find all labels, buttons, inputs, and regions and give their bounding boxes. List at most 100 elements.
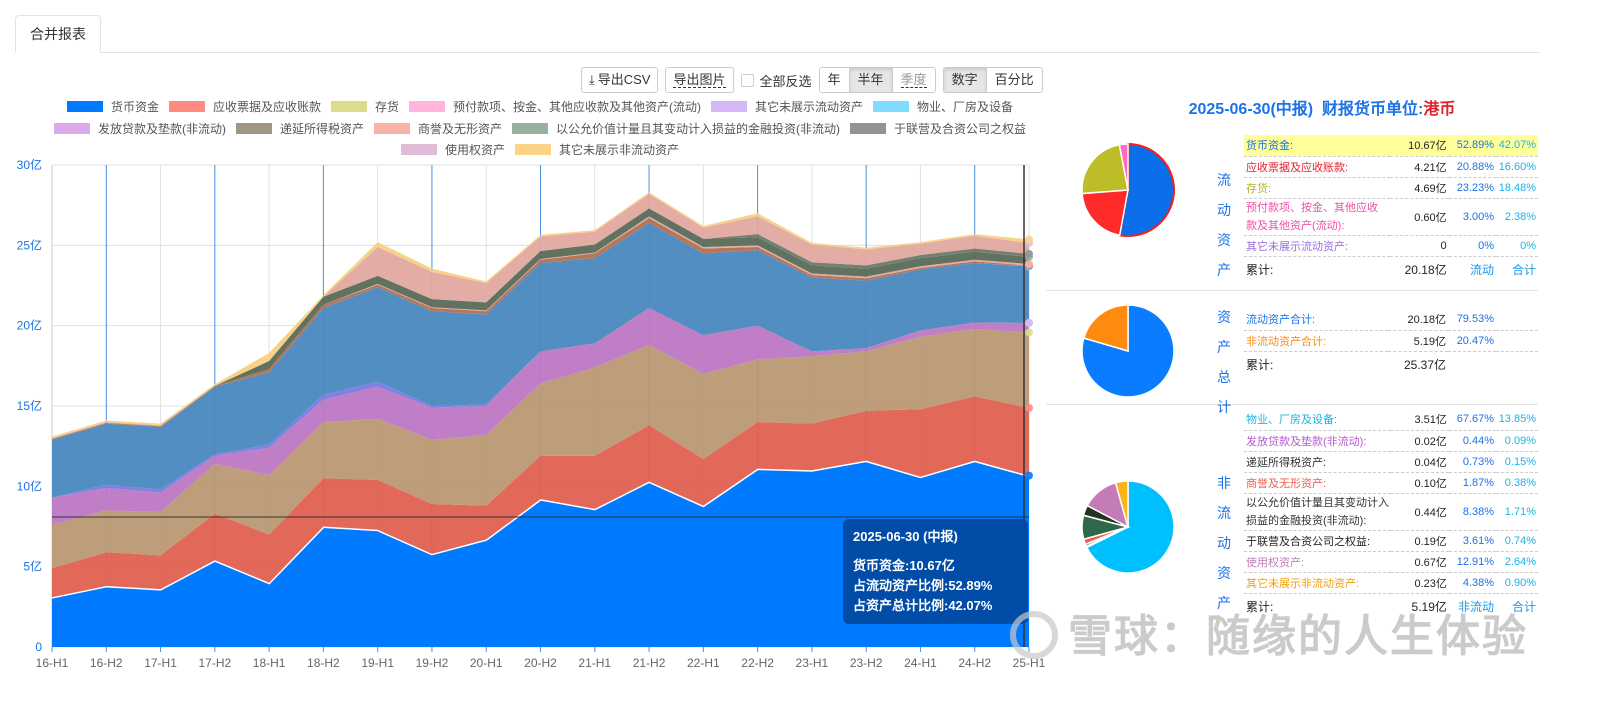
- export-csv-button[interactable]: ⤓ 导出CSV: [581, 67, 659, 93]
- panel-title-date: 2025-06-30(中报): [1188, 101, 1314, 118]
- total-link-category: [1448, 351, 1496, 377]
- row-name: 使用权资产:: [1244, 551, 1392, 573]
- tab-bar: 合并报表: [15, 15, 1539, 53]
- total-link-sum[interactable]: 合计: [1511, 262, 1536, 277]
- row-name: 存货:: [1244, 177, 1390, 199]
- mode-percent-button[interactable]: 百分比: [985, 68, 1042, 92]
- area-series-5: [52, 222, 1029, 498]
- table-row[interactable]: 发放贷款及垫款(非流动): 0.02亿 0.44% 0.09%: [1244, 430, 1538, 452]
- table-row[interactable]: 商誉及无形资产: 0.10亿 1.87% 0.38%: [1244, 472, 1538, 494]
- period-year-button[interactable]: 年: [819, 68, 849, 92]
- table-row[interactable]: 应收票据及应收账款: 4.21亿 20.88% 16.60%: [1244, 156, 1538, 178]
- row-pct-category: 0.73%: [1448, 451, 1497, 473]
- total-link-category[interactable]: 流动: [1470, 262, 1495, 277]
- table-row[interactable]: 于联营及合资公司之权益: 0.19亿 3.61% 0.74%: [1244, 530, 1538, 552]
- pie-slice: [1118, 142, 1175, 237]
- row-value: 10.67亿: [1389, 135, 1449, 157]
- noncurrent-assets-vertical-label: 非流动资产: [1214, 473, 1234, 613]
- legend-item[interactable]: 其它未展示流动资产: [711, 97, 863, 119]
- row-pct-category: 12.91%: [1448, 551, 1497, 573]
- x-tick-label: 16-H2: [90, 656, 123, 670]
- x-tick-label: 21-H1: [578, 656, 611, 670]
- row-name: 非流动资产合计:: [1244, 330, 1388, 352]
- panel-title-currency: 港币: [1423, 101, 1456, 118]
- table-row[interactable]: 非流动资产合计: 5.19亿 20.47%: [1244, 330, 1538, 352]
- area-series-9: [52, 208, 1029, 439]
- period-quarter-label: 季度: [900, 72, 927, 88]
- legend-item[interactable]: 以公允价值计量且其变动计入损益的金融投资(非流动): [512, 119, 840, 141]
- table-row[interactable]: 物业、厂房及设备: 3.51亿 67.67% 13.85%: [1244, 409, 1538, 431]
- legend-item[interactable]: 物业、厂房及设备: [873, 97, 1013, 119]
- area-series-1: [52, 396, 1029, 598]
- invert-select-checkbox[interactable]: 全部反选: [740, 71, 812, 90]
- x-tick-label: 19-H1: [361, 656, 394, 670]
- legend-swatch: [711, 101, 747, 112]
- invert-select-label: 全部反选: [759, 73, 812, 89]
- area-series-0: [52, 460, 1029, 647]
- legend-item[interactable]: 递延所得税资产: [235, 119, 364, 141]
- table-row[interactable]: 货币资金: 10.67亿 52.89% 42.07%: [1244, 135, 1538, 157]
- pie-slice: [1114, 480, 1129, 528]
- row-value: 3.51亿: [1391, 409, 1449, 431]
- total-label: 累计:: [1246, 599, 1274, 614]
- row-pct-category: 20.47%: [1448, 330, 1496, 352]
- x-tick-label: 25-H1: [1013, 656, 1045, 670]
- noncurrent-assets-section: 非流动资产 物业、厂房及设备: 3.51亿 67.67% 13.85% 发放贷款及垫款(…: [1046, 405, 1538, 645]
- table-row[interactable]: 流动资产合计: 20.18亿 79.53%: [1244, 309, 1538, 331]
- total-link-category[interactable]: 非流动: [1458, 599, 1495, 614]
- table-row[interactable]: 使用权资产: 0.67亿 12.91% 2.64%: [1244, 551, 1538, 573]
- table-row[interactable]: 其它未展示流动资产: 0 0% 0%: [1244, 235, 1538, 257]
- tooltip-title: 2025-06-30 (中报): [853, 529, 958, 544]
- row-name: 预付款项、按金、其他应收款及其他资产(流动):: [1244, 198, 1390, 236]
- legend-item[interactable]: 商誉及无形资产: [373, 119, 502, 141]
- legend-item[interactable]: 于联营及合资公司之权益: [850, 119, 1026, 141]
- legend-label: 应收票据及应收账款: [212, 100, 321, 114]
- row-pct-category: 67.67%: [1448, 409, 1497, 431]
- x-tick-label: 23-H1: [796, 656, 829, 670]
- legend-item[interactable]: 预付款项、按金、其他应收款及其他资产(流动): [409, 97, 701, 119]
- row-pct-total: 0.90%: [1496, 572, 1538, 594]
- row-pct-total: 0.38%: [1496, 472, 1538, 494]
- legend-item[interactable]: 使用权资产: [400, 140, 505, 162]
- area-series-3: [52, 307, 1029, 525]
- export-image-label: 导出图片: [673, 72, 726, 88]
- table-row[interactable]: 递延所得税资产: 0.04亿 0.73% 0.15%: [1244, 451, 1538, 473]
- total-link-sum: [1496, 351, 1538, 377]
- chart-toolbar: ⤓ 导出CSV 导出图片 全部反选 年 半年 季度 数字 百分比: [581, 67, 1043, 93]
- x-tick-label: 22-H1: [687, 656, 720, 670]
- legend-item[interactable]: 发放贷款及垫款(非流动): [53, 119, 226, 141]
- vertical-label-char: 资: [1217, 232, 1231, 248]
- legend-item[interactable]: 应收票据及应收账款: [168, 97, 321, 119]
- legend-item[interactable]: 货币资金: [66, 97, 159, 119]
- area-series-11: [52, 193, 1029, 439]
- row-name: 商誉及无形资产:: [1244, 472, 1392, 494]
- y-tick-label: 25亿: [17, 237, 42, 252]
- tooltip-line-cash: 货币资金:10.67亿: [853, 558, 955, 573]
- legend-label: 存货: [374, 100, 399, 114]
- total-link-sum[interactable]: 合计: [1511, 599, 1536, 614]
- checkbox-box[interactable]: [740, 73, 754, 87]
- mode-number-button[interactable]: 数字: [943, 68, 986, 92]
- row-value: 0.44亿: [1391, 493, 1449, 531]
- export-image-button[interactable]: 导出图片: [665, 67, 734, 93]
- x-tick-label: 21-H2: [633, 656, 666, 670]
- table-row[interactable]: 其它未展示非流动资产: 0.23亿 4.38% 0.90%: [1244, 572, 1538, 594]
- total-assets-table: 流动资产合计: 20.18亿 79.53% 非流动资产合计: 5.19亿 20.47% 累计…: [1244, 309, 1538, 377]
- tab-consolidated-statement[interactable]: 合并报表: [15, 15, 101, 53]
- hover-marker: [1025, 318, 1033, 327]
- table-total-row: 累计: 20.18亿 流动 合计: [1244, 256, 1538, 282]
- legend-swatch: [66, 101, 103, 112]
- legend-item[interactable]: 存货: [330, 97, 399, 119]
- export-csv-label: 导出CSV: [597, 72, 651, 87]
- legend-label: 预付款项、按金、其他应收款及其他资产(流动): [453, 100, 701, 114]
- period-halfyear-button[interactable]: 半年: [848, 68, 892, 92]
- row-name: 货币资金:: [1244, 135, 1390, 157]
- vertical-label-char: 产: [1217, 339, 1231, 355]
- table-row[interactable]: 预付款项、按金、其他应收款及其他资产(流动): 0.60亿 3.00% 2.38%: [1244, 198, 1538, 236]
- period-quarter-button[interactable]: 季度: [891, 68, 935, 92]
- tooltip-line-total-ratio: 占资产总计比例:42.07%: [853, 598, 993, 613]
- table-row[interactable]: 存货: 4.69亿 23.23% 18.48%: [1244, 177, 1538, 199]
- table-row[interactable]: 以公允价值计量且其变动计入损益的金融投资(非流动): 0.44亿 8.38% 1.71…: [1244, 493, 1538, 531]
- legend-item[interactable]: 其它未展示非流动资产: [515, 140, 679, 162]
- legend-swatch: [515, 144, 551, 155]
